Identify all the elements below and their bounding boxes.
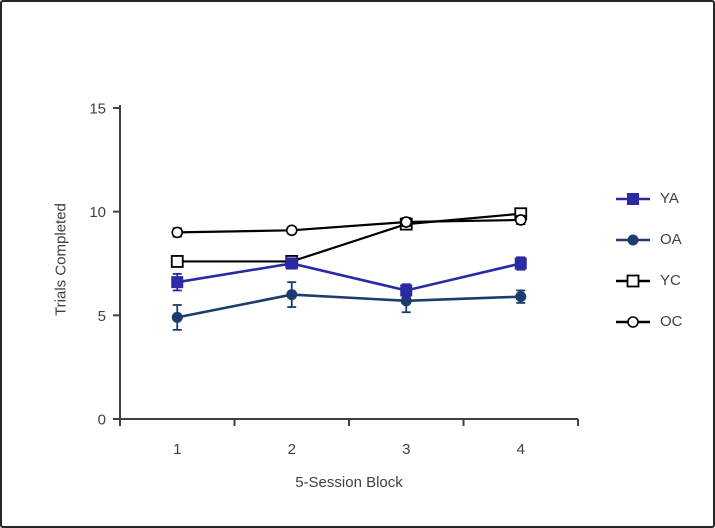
x-tick-label: 2 xyxy=(288,441,296,458)
legend-item-yc: YC xyxy=(616,272,683,289)
x-tick-label: 4 xyxy=(517,441,525,458)
series-YA xyxy=(171,256,527,298)
legend-marker-icon-oa xyxy=(616,234,650,246)
legend-marker-icon-ya xyxy=(616,193,650,205)
y-tick-label: 0 xyxy=(98,412,106,429)
axes: 0 5 10 15 1 2 3 4 xyxy=(89,101,579,458)
legend-marker-icon-oc xyxy=(616,316,650,328)
y-axis-title: Trials Completed xyxy=(52,203,70,316)
legend-label-yc: YC xyxy=(660,272,681,289)
legend-label-ya: YA xyxy=(660,190,679,207)
series-OA xyxy=(171,281,527,331)
x-tick-label: 1 xyxy=(173,441,181,458)
legend-item-ya: YA xyxy=(616,190,683,207)
legend-label-oa: OA xyxy=(660,231,682,248)
y-tick-label: 10 xyxy=(89,204,106,221)
legend-marker-icon-yc xyxy=(616,274,650,288)
series-OC xyxy=(171,214,527,239)
x-tick-label: 3 xyxy=(402,441,410,458)
legend: YA OA YC OC xyxy=(616,190,683,330)
y-tick-label: 5 xyxy=(98,308,106,325)
y-tick-label: 15 xyxy=(89,101,106,118)
legend-item-oc: OC xyxy=(616,313,683,330)
x-axis-title: 5-Session Block xyxy=(295,474,403,491)
legend-item-oa: OA xyxy=(616,231,683,248)
legend-label-oc: OC xyxy=(660,313,683,330)
series-YC xyxy=(170,207,528,268)
